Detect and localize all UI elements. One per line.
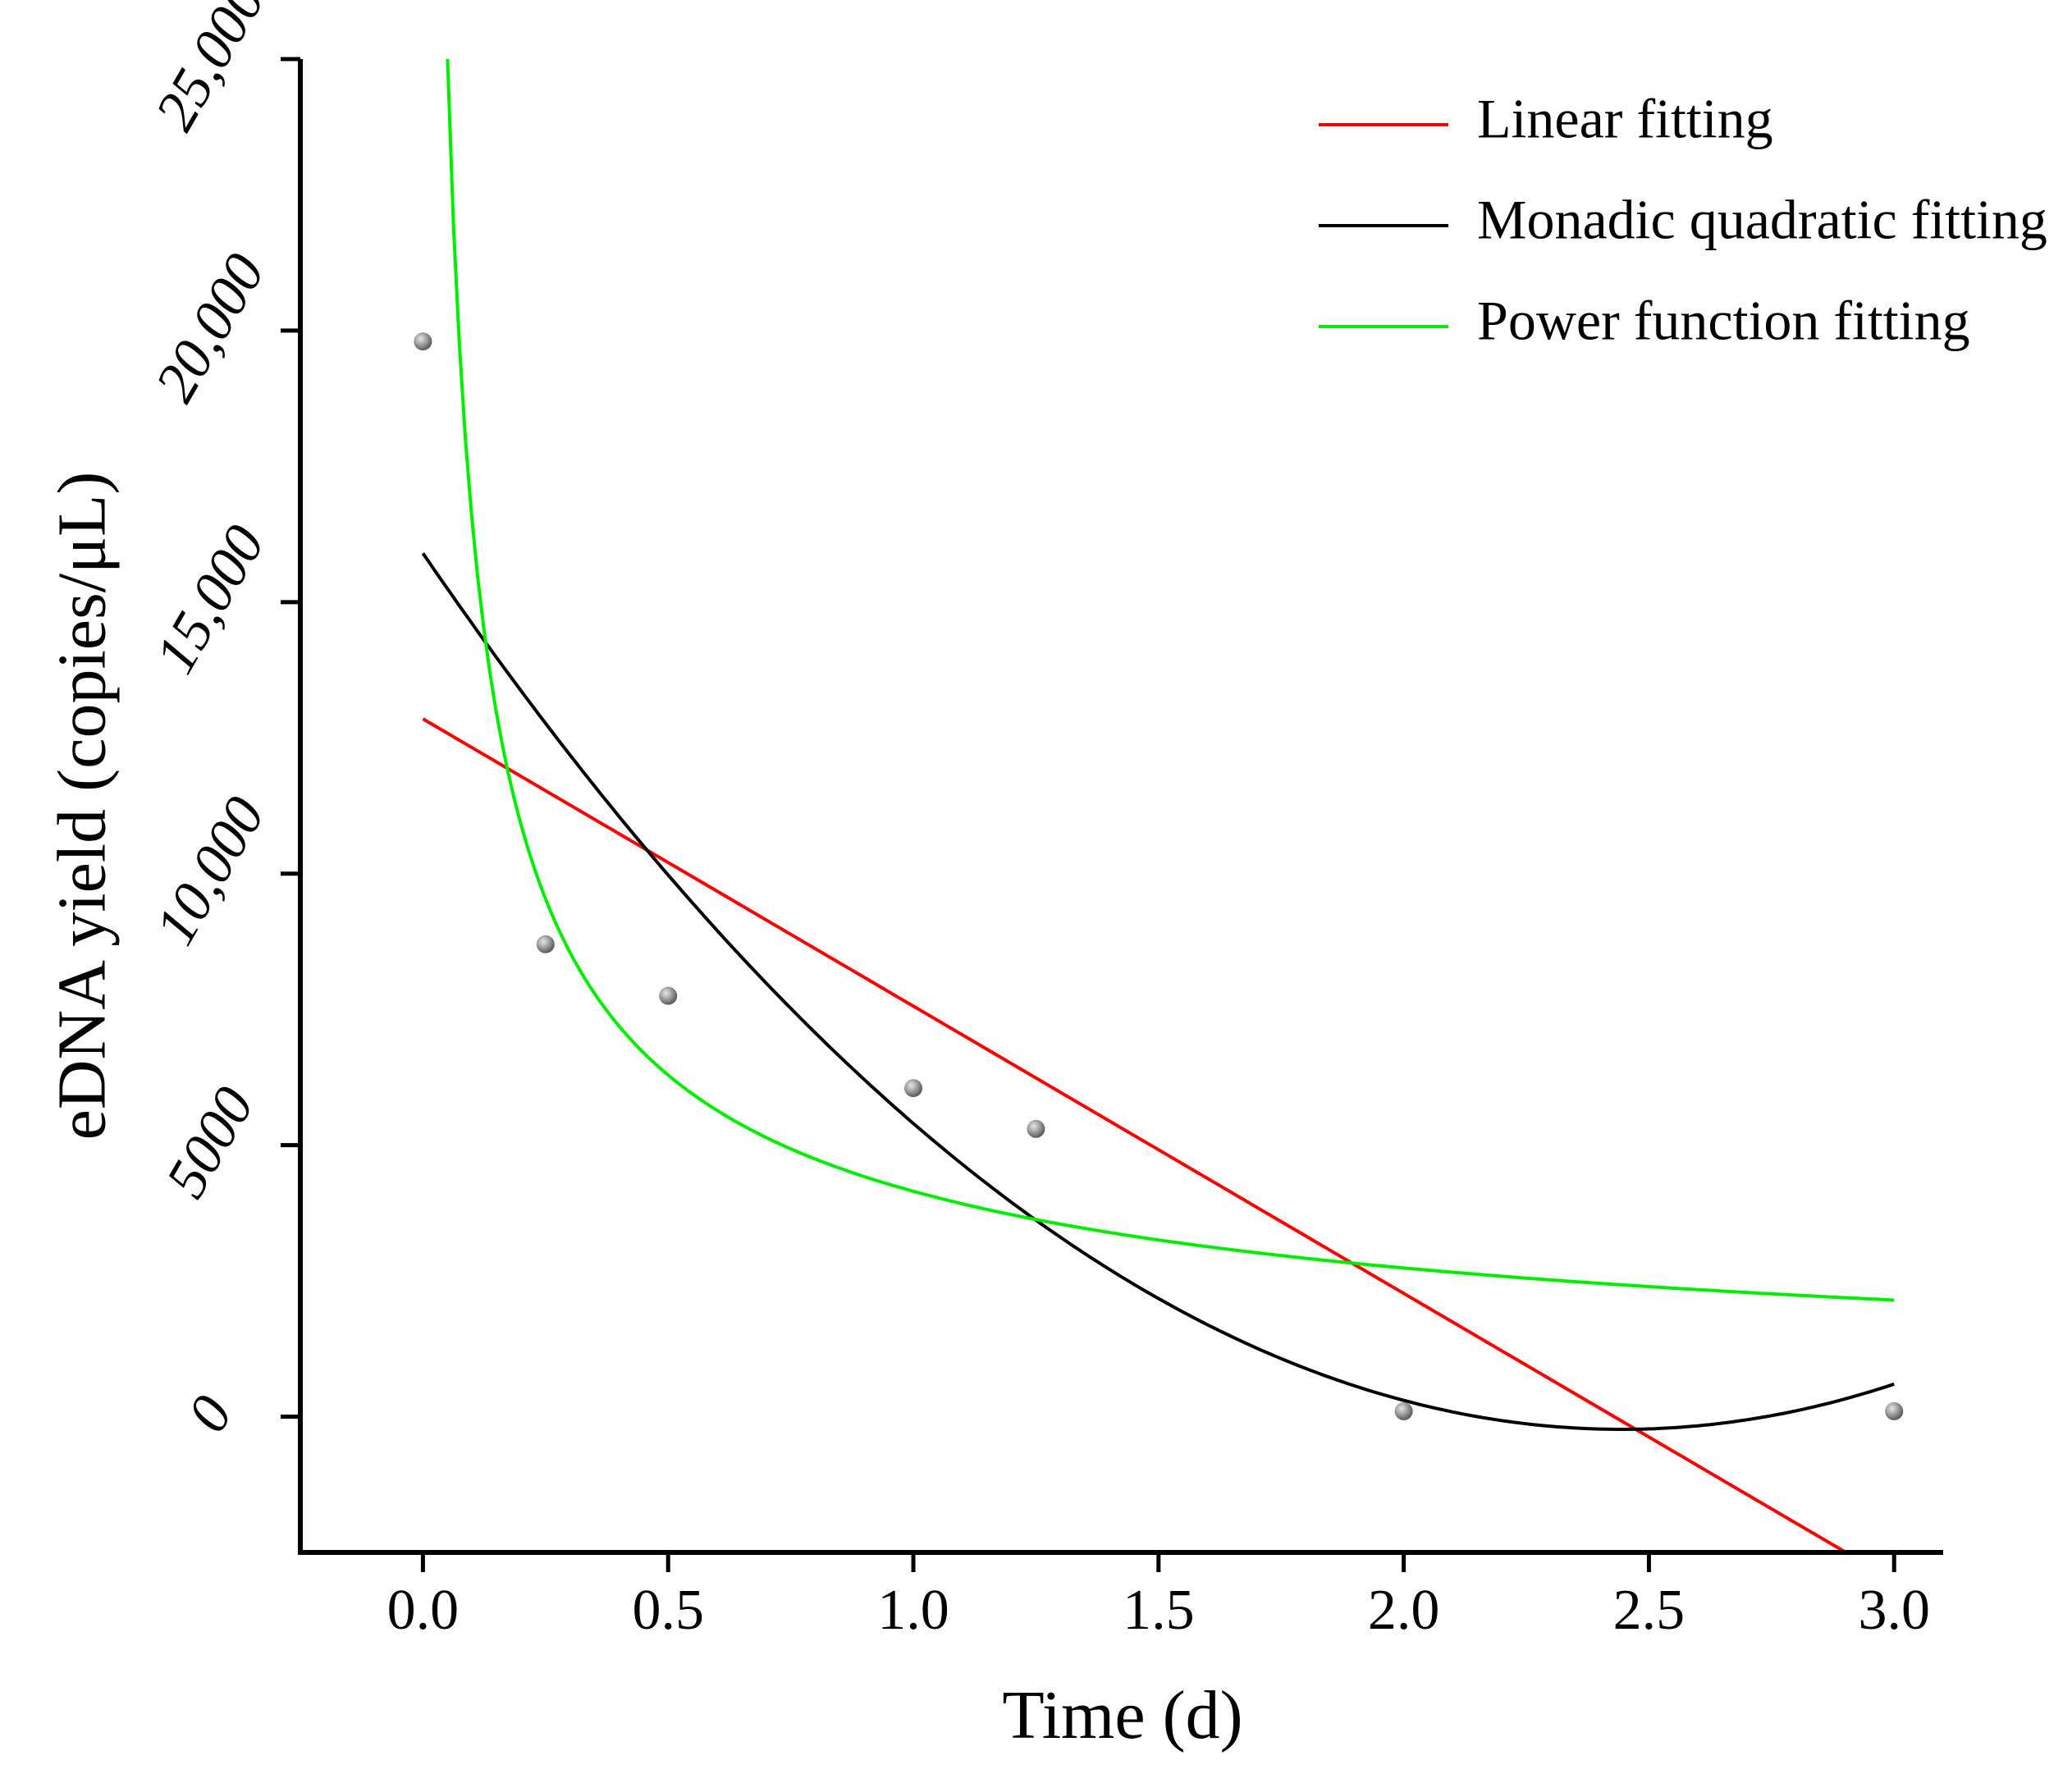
series-line-1	[422, 717, 1850, 1552]
x-tick-label: 3.0	[1858, 1579, 1930, 1642]
legend-label: Linear fitting	[1477, 88, 1773, 150]
x-tick-label: 2.0	[1368, 1579, 1440, 1642]
series-line-2	[421, 552, 1895, 1431]
data-point	[904, 1079, 923, 1098]
data-point	[536, 935, 555, 953]
y-tick-label: 0	[176, 1386, 245, 1442]
data-point	[659, 986, 678, 1005]
x-tick-label: 1.5	[1123, 1579, 1195, 1642]
data-point	[414, 332, 432, 351]
legend-label: Monadic quadratic fitting	[1477, 189, 2047, 251]
x-tick-label: 2.5	[1613, 1579, 1686, 1642]
legend-label: Power function fitting	[1477, 290, 1970, 352]
y-axis-title: eDNA yield (copies/μL)	[43, 472, 120, 1141]
y-tick-label: 20,000	[144, 244, 277, 412]
legend: Linear fitting Monadic quadratic fitting P…	[1319, 88, 2047, 352]
x-tick-label: 0.0	[387, 1579, 460, 1642]
series-line-3	[446, 59, 1895, 1302]
data-point	[1394, 1401, 1413, 1420]
x-axis-title: Time (d)	[1002, 1677, 1242, 1753]
data-point	[1027, 1119, 1045, 1138]
x-tick-label: 1.0	[877, 1579, 949, 1642]
y-tick-label: 25,000	[144, 0, 277, 140]
y-tick-label: 10,000	[144, 787, 277, 955]
x-tick-label: 0.5	[632, 1579, 704, 1642]
data-point	[1885, 1401, 1904, 1420]
y-tick-label: 5000	[154, 1077, 267, 1209]
y-tick-label: 15,000	[144, 515, 277, 683]
